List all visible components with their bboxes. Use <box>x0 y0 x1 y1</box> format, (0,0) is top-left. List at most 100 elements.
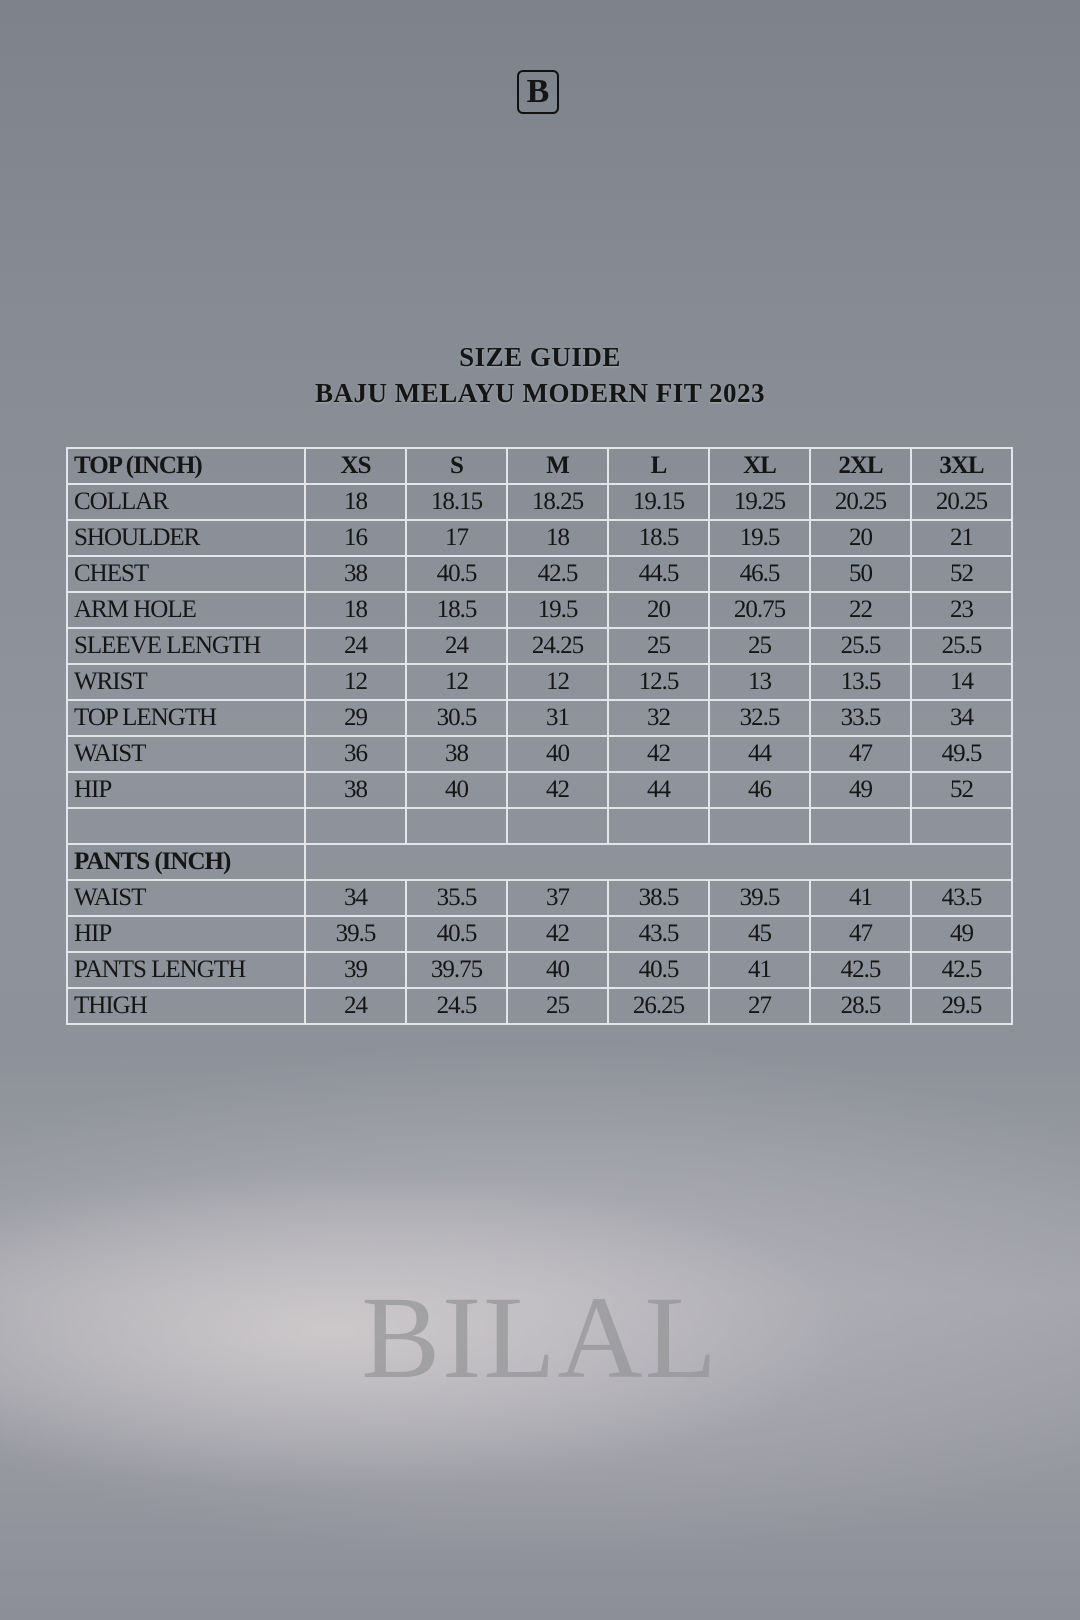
value-cell: 12 <box>506 663 609 701</box>
table-row: CHEST 38 40.5 42.5 44.5 46.5 50 52 <box>66 555 1013 593</box>
value-cell: 47 <box>809 735 912 773</box>
value-cell: 42.5 <box>506 555 609 593</box>
row-label: WAIST <box>66 879 306 917</box>
size-header: L <box>607 447 710 485</box>
value-cell: 44 <box>708 735 811 773</box>
top-header-row: TOP (INCH) XS S M L XL 2XL 3XL <box>66 447 1013 485</box>
value-cell: 44 <box>607 771 710 809</box>
empty-cell <box>66 807 306 845</box>
value-cell: 21 <box>910 519 1013 557</box>
empty-cell <box>809 807 912 845</box>
row-label: WRIST <box>66 663 306 701</box>
value-cell: 35.5 <box>405 879 508 917</box>
value-cell: 18 <box>304 591 407 629</box>
table-row: WAIST 36 38 40 42 44 47 49.5 <box>66 735 1013 773</box>
value-cell: 42 <box>607 735 710 773</box>
row-label: COLLAR <box>66 483 306 521</box>
value-cell: 39 <box>304 951 407 989</box>
row-label: THIGH <box>66 987 306 1025</box>
value-cell: 25 <box>506 987 609 1025</box>
value-cell: 38 <box>304 555 407 593</box>
row-label: PANTS LENGTH <box>66 951 306 989</box>
brand-logo: B <box>517 70 559 114</box>
table-row: WAIST 34 35.5 37 38.5 39.5 41 43.5 <box>66 879 1013 917</box>
table-row: TOP LENGTH 29 30.5 31 32 32.5 33.5 34 <box>66 699 1013 737</box>
value-cell: 20 <box>607 591 710 629</box>
value-cell: 38.5 <box>607 879 710 917</box>
value-cell: 29 <box>304 699 407 737</box>
value-cell: 46 <box>708 771 811 809</box>
value-cell: 42.5 <box>910 951 1013 989</box>
value-cell: 33.5 <box>809 699 912 737</box>
value-cell: 20.75 <box>708 591 811 629</box>
table-row: SHOULDER 16 17 18 18.5 19.5 20 21 <box>66 519 1013 557</box>
row-label: WAIST <box>66 735 306 773</box>
value-cell: 38 <box>304 771 407 809</box>
empty-cell <box>405 807 508 845</box>
value-cell: 18.15 <box>405 483 508 521</box>
value-cell: 40.5 <box>607 951 710 989</box>
value-cell: 25.5 <box>910 627 1013 665</box>
empty-cell <box>304 807 407 845</box>
value-cell: 32 <box>607 699 710 737</box>
row-label: HIP <box>66 915 306 953</box>
value-cell: 40.5 <box>405 555 508 593</box>
size-table: TOP (INCH) XS S M L XL 2XL 3XL COLLAR 18 18.15 18.2… <box>66 447 1013 1025</box>
value-cell: 40.5 <box>405 915 508 953</box>
value-cell: 38 <box>405 735 508 773</box>
value-cell: 41 <box>708 951 811 989</box>
value-cell: 44.5 <box>607 555 710 593</box>
size-header: S <box>405 447 508 485</box>
row-label: TOP LENGTH <box>66 699 306 737</box>
value-cell: 34 <box>304 879 407 917</box>
value-cell: 24 <box>304 627 407 665</box>
value-cell: 45 <box>708 915 811 953</box>
value-cell: 25.5 <box>809 627 912 665</box>
value-cell: 49 <box>910 915 1013 953</box>
value-cell: 39.75 <box>405 951 508 989</box>
value-cell: 37 <box>506 879 609 917</box>
value-cell: 25 <box>607 627 710 665</box>
value-cell: 19.5 <box>506 591 609 629</box>
title-line-1: SIZE GUIDE <box>459 342 621 372</box>
table-row: PANTS LENGTH 39 39.75 40 40.5 41 42.5 42.5 <box>66 951 1013 989</box>
value-cell: 14 <box>910 663 1013 701</box>
value-cell: 42.5 <box>809 951 912 989</box>
value-cell: 26.25 <box>607 987 710 1025</box>
value-cell: 18.5 <box>405 591 508 629</box>
value-cell: 17 <box>405 519 508 557</box>
empty-cell <box>304 843 1013 881</box>
value-cell: 20 <box>809 519 912 557</box>
table-row: HIP 38 40 42 44 46 49 52 <box>66 771 1013 809</box>
value-cell: 46.5 <box>708 555 811 593</box>
value-cell: 52 <box>910 771 1013 809</box>
value-cell: 24 <box>304 987 407 1025</box>
value-cell: 18.5 <box>607 519 710 557</box>
empty-cell <box>506 807 609 845</box>
value-cell: 25 <box>708 627 811 665</box>
value-cell: 13.5 <box>809 663 912 701</box>
row-label: ARM HOLE <box>66 591 306 629</box>
value-cell: 40 <box>405 771 508 809</box>
value-cell: 16 <box>304 519 407 557</box>
value-cell: 50 <box>809 555 912 593</box>
table-row: WRIST 12 12 12 12.5 13 13.5 14 <box>66 663 1013 701</box>
empty-cell <box>708 807 811 845</box>
value-cell: 24.25 <box>506 627 609 665</box>
value-cell: 47 <box>809 915 912 953</box>
value-cell: 31 <box>506 699 609 737</box>
pants-header-row: PANTS (INCH) <box>66 843 1013 881</box>
value-cell: 27 <box>708 987 811 1025</box>
value-cell: 41 <box>809 879 912 917</box>
row-label: CHEST <box>66 555 306 593</box>
logo-letter: B <box>526 73 550 110</box>
value-cell: 30.5 <box>405 699 508 737</box>
value-cell: 39.5 <box>304 915 407 953</box>
size-header: XL <box>708 447 811 485</box>
value-cell: 43.5 <box>910 879 1013 917</box>
value-cell: 42 <box>506 915 609 953</box>
value-cell: 23 <box>910 591 1013 629</box>
value-cell: 12 <box>304 663 407 701</box>
row-label: SLEEVE LENGTH <box>66 627 306 665</box>
size-header: 3XL <box>910 447 1013 485</box>
